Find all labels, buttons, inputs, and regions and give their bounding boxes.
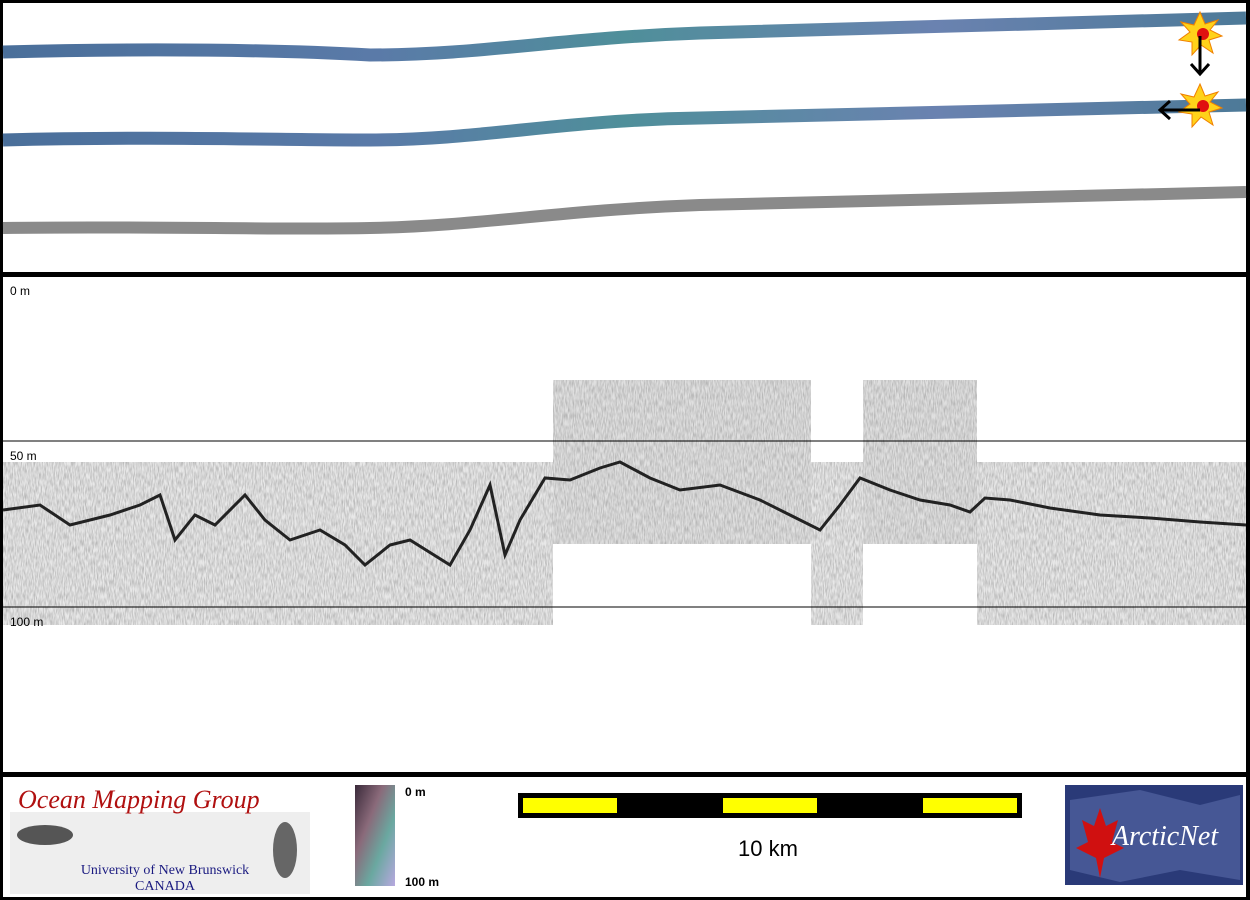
- logo-line: University of New Brunswick: [81, 863, 249, 878]
- scale-label: 100 m: [405, 875, 439, 889]
- depth-label: 100 m: [10, 615, 43, 629]
- depth-label: 0 m: [10, 284, 30, 298]
- arcticnet-logo: ArcticNet: [1065, 785, 1243, 885]
- swath: [2, 11, 1247, 62]
- swath: [2, 186, 1247, 235]
- scale-label: 0 m: [405, 785, 426, 799]
- color-scale: [355, 785, 395, 886]
- swath: [2, 98, 1247, 147]
- logo-title: Ocean Mapping Group: [18, 785, 260, 814]
- scale-bar: [518, 793, 1022, 818]
- position-marker: [1177, 10, 1224, 77]
- partner-name: ArcticNet: [1110, 821, 1219, 852]
- logo-line: CANADA: [135, 879, 196, 894]
- scale-bar-label: 10 km: [738, 836, 798, 861]
- sonar-profile: [2, 380, 1247, 625]
- omg-logo: Ocean Mapping Group University of New Br…: [10, 785, 310, 894]
- depth-label: 50 m: [10, 449, 37, 463]
- position-marker: [1157, 82, 1224, 129]
